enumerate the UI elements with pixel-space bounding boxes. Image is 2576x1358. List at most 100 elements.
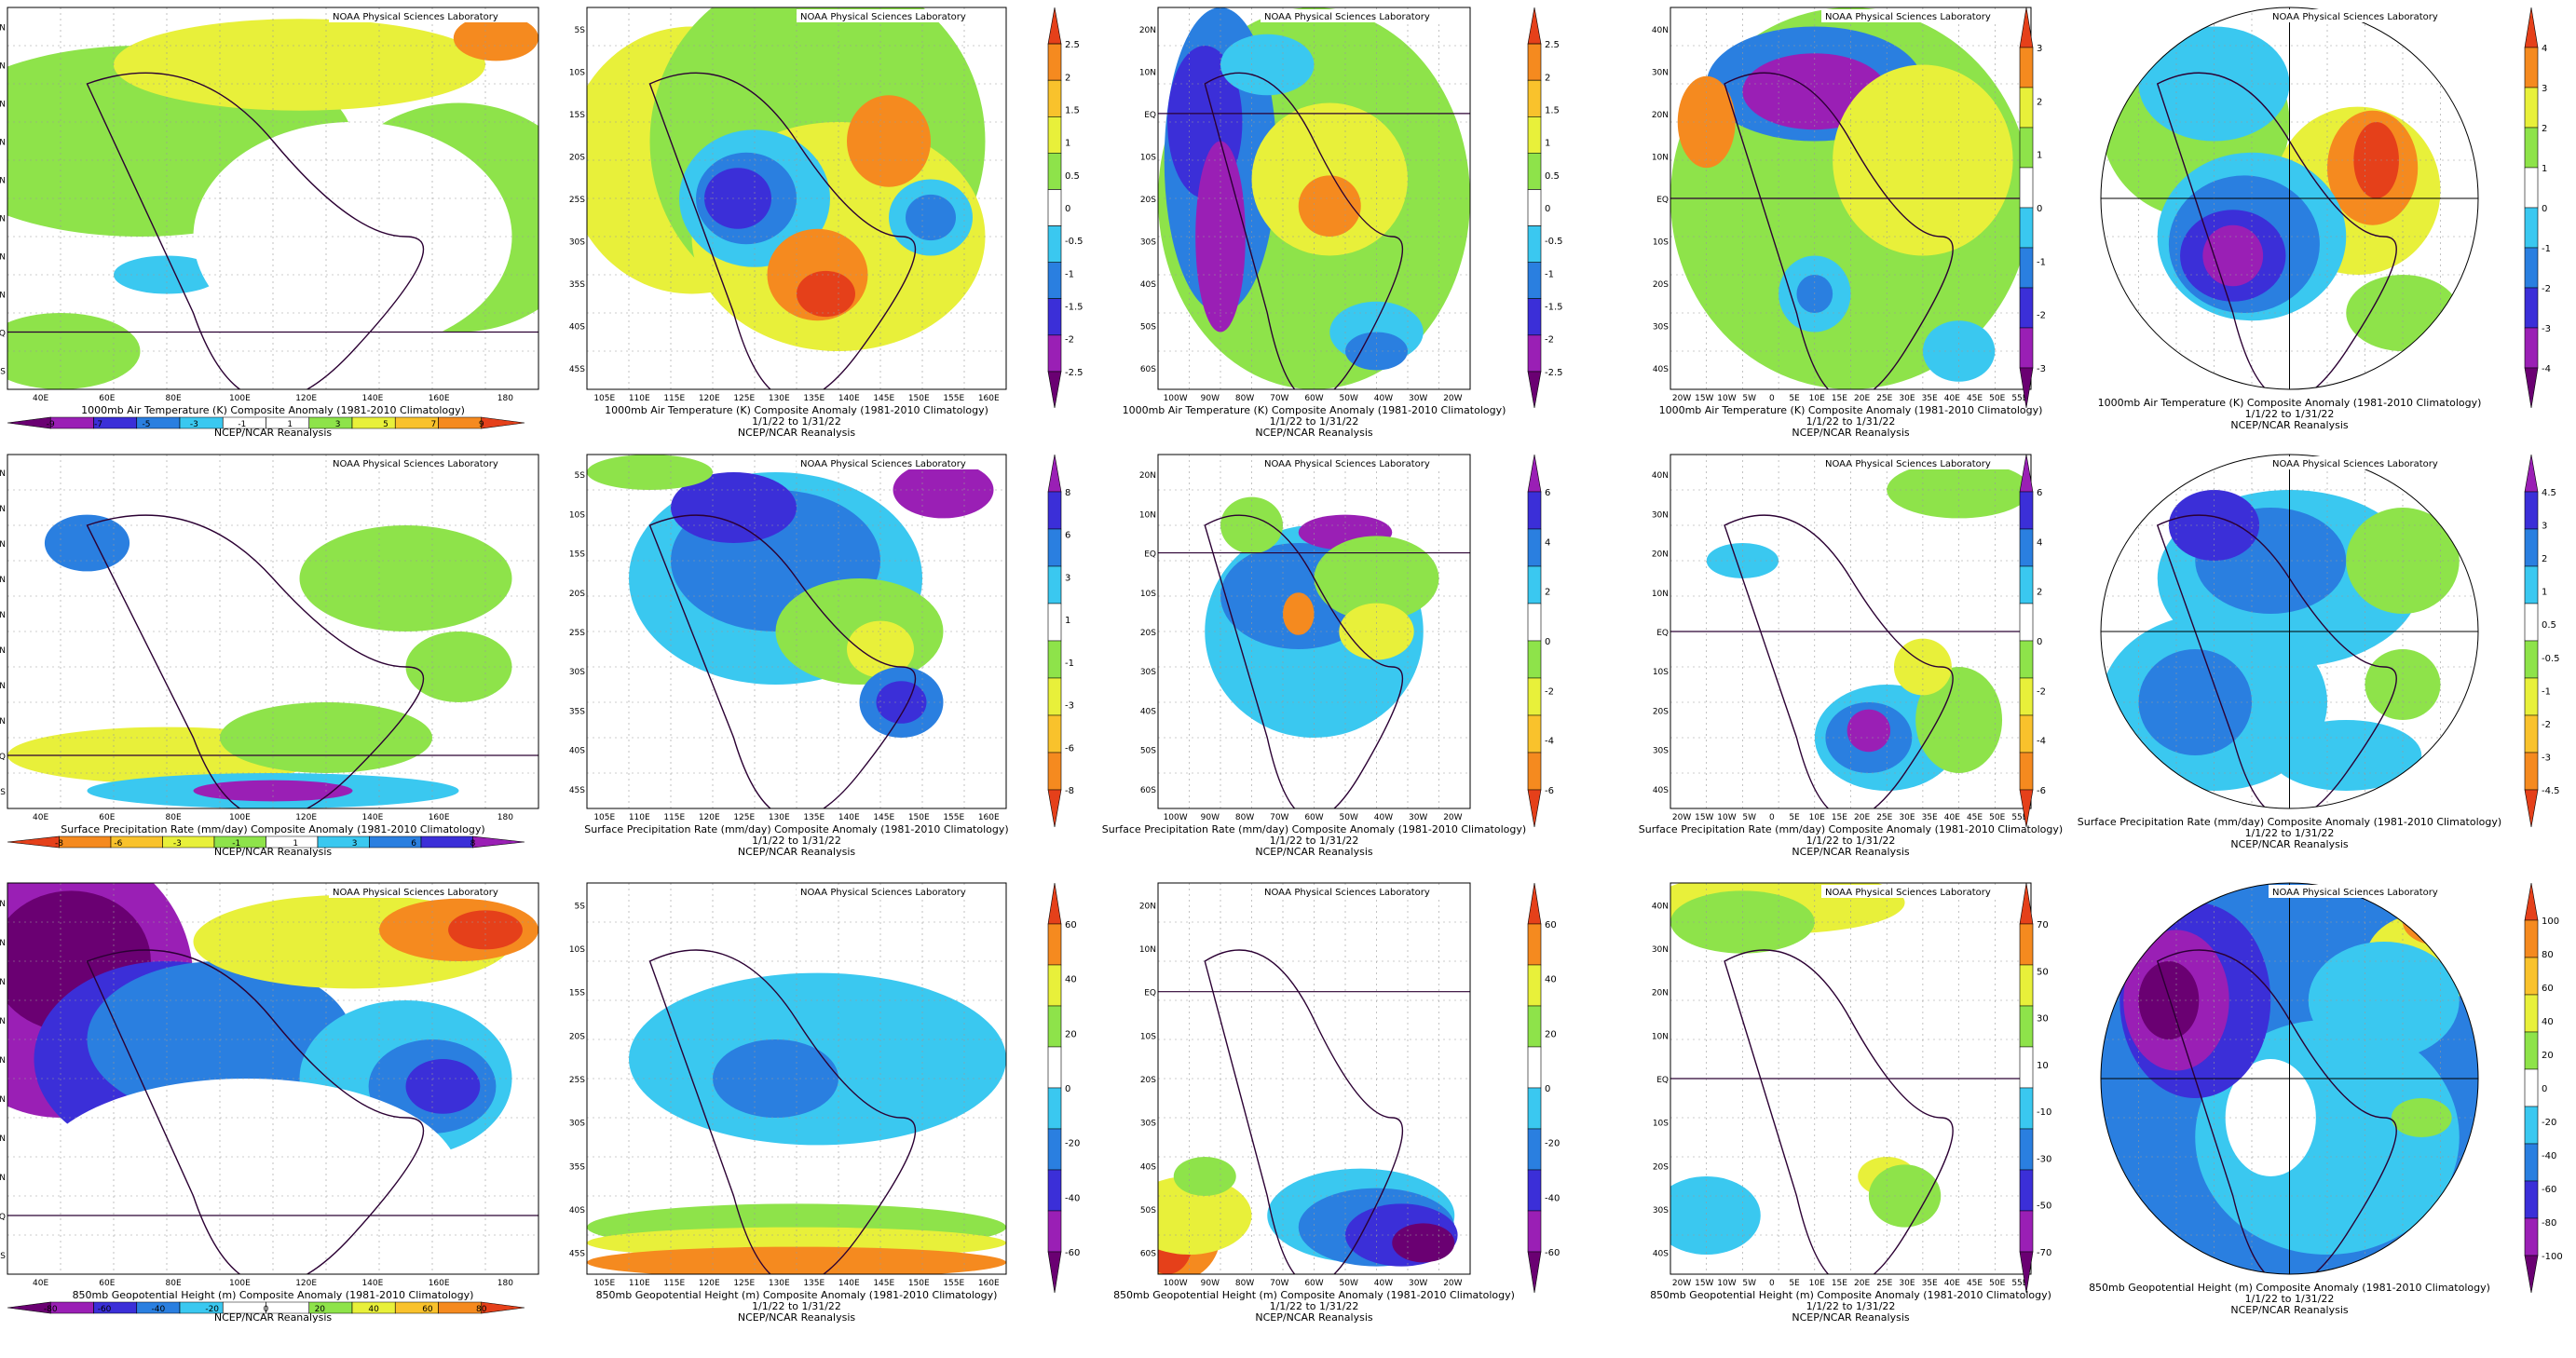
lat-tick-label: 20S [569,590,585,599]
colorbar-tick-label: -1 [238,420,246,429]
lon-tick-label: 5W [1742,1279,1756,1288]
lon-tick-label: 100E [229,394,251,403]
lon-tick-label: 50W [1340,813,1358,822]
colorbar-tick-label: 0 [2037,204,2042,214]
lon-tick-label: 135E [803,394,825,403]
anomaly-contour [193,122,512,351]
lat-tick-label: 20S [1140,1076,1156,1085]
colorbar-tick-label: -60 [98,1305,112,1314]
lon-tick-label: 5W [1742,813,1756,822]
lat-tick-label: 30S [1653,747,1669,756]
anomaly-contour [587,1246,1006,1274]
map-frame [1157,454,1471,809]
lat-tick-label: 10S [0,788,6,797]
colorbar-tick-label: 3 [335,420,341,429]
map-frame [586,454,1007,809]
colorbar-swatch [1527,153,1542,190]
colorbar-swatch [266,1301,310,1314]
anomaly-contour [299,525,512,631]
colorbar-swatch [1047,189,1062,226]
colorbar-tick-label: -4 [2542,364,2551,374]
panel-source: NCEP/NCAR Reanalysis [1255,427,1372,439]
colorbar-tick-label: 10 [2037,1061,2049,1071]
panel-title: Surface Precipitation Rate (mm/day) Comp… [61,823,484,835]
lat-tick-label: 50S [1140,323,1156,333]
colorbar-tick-label: 0 [1065,204,1070,214]
lat-tick-label: 10S [1653,668,1669,677]
colorbar-tick-label: -8 [1065,786,1074,796]
colorbar-tick-label: -3 [2542,753,2551,763]
colorbar-tick-label: 3 [2542,522,2547,532]
lat-tick-label: 35S [569,280,585,290]
lat-tick-label: 10N [1652,1032,1669,1041]
colorbar-tick-label: 20 [315,1305,326,1314]
coastline [86,72,425,389]
anomaly-contour [1220,34,1315,96]
anomaly-field [1158,455,1470,808]
colorbar-tick-label: 60 [1545,920,1557,930]
lat-tick-label: 40N [0,1056,6,1066]
lat-tick-label: 20S [1653,1162,1669,1172]
panel-title: 850mb Geopotential Height (m) Composite … [596,1289,998,1301]
lon-tick-label: 20W [1672,813,1691,822]
lon-tick-label: 100E [229,813,251,822]
lat-tick-label: 20N [1652,989,1669,998]
colorbar-tick-label: 1 [1545,139,1550,149]
colorbar-swatch [1527,371,1542,409]
colorbar-tick-label: 2 [1545,73,1550,83]
map-frame [7,454,539,809]
colorbar-swatch [2019,47,2034,88]
colorbar-swatch [1527,752,1542,791]
colorbar-tick-label: -3 [173,839,182,849]
lat-tick-label: 5S [575,26,586,35]
colorbar-swatch [2524,1255,2539,1294]
lat-tick-label: 50N [0,139,6,148]
panel-dates: 1/1/22 to 1/31/22 [752,415,841,428]
anomaly-contour [2225,1059,2316,1176]
lat-tick-label: 10N [0,717,6,727]
colorbar-swatch [1527,225,1542,263]
colorbar-tick-label: -10 [2037,1107,2051,1118]
colorbar-tick-label: 50 [2037,967,2049,977]
lon-tick-label: 0 [1769,394,1775,403]
lat-tick-label: 25S [569,629,585,638]
lon-tick-label: 30E [1899,813,1915,822]
lat-tick-label: 20N [0,682,6,691]
coastline [2156,72,2397,389]
colorbar-swatch [1527,923,1542,966]
lat-tick-label: 45S [569,1250,585,1259]
lat-tick-label: 60N [0,540,6,550]
colorbar-swatch [2524,327,2539,369]
colorbar-swatch [1047,334,1062,373]
lon-tick-label: 115E [663,394,685,403]
source-label: NOAA Physical Sciences Laboratory [333,12,498,22]
source-label: NOAA Physical Sciences Laboratory [800,459,966,469]
colorbar-swatch [2019,964,2034,1007]
anomaly-contour [453,15,538,61]
colorbar-swatch [2524,752,2539,791]
lat-tick-label: 20N [1139,471,1156,481]
colorbar-swatch [2019,640,2034,679]
colorbar-tick-label: -2 [2037,311,2046,321]
colorbar-tick-label: 8 [1065,488,1070,498]
lat-tick-label: 10N [1652,590,1669,599]
colorbar-swatch [1527,1169,1542,1212]
lat-tick-label: 30S [569,668,585,677]
lat-tick-label: EQ [0,330,6,339]
lon-tick-label: 55E [2011,394,2027,403]
panel-title: 850mb Geopotential Height (m) Composite … [1113,1289,1515,1301]
lon-tick-label: 30W [1409,1279,1427,1288]
anomaly-field [7,883,538,1274]
colorbar-swatch [1527,189,1542,226]
colorbar-tick-label: -80 [2542,1218,2556,1229]
colorbar-swatch [2019,1046,2034,1089]
colorbar-swatch [1047,640,1062,679]
lon-tick-label: 60E [99,813,115,822]
lon-tick-label: 20W [1672,394,1691,403]
lat-tick-label: EQ [1144,111,1156,120]
colorbar-swatch [1527,454,1542,493]
colorbar-tick-label: 0 [1545,1084,1550,1094]
lat-tick-label: 20N [1139,902,1156,911]
lat-tick-label: 40N [1652,471,1669,481]
